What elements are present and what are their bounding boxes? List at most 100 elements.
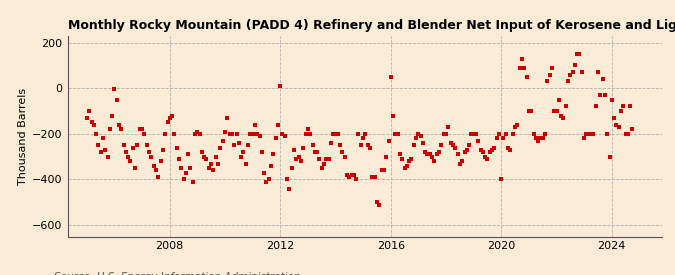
Point: [144, 150, 155, 154]
Point: [356, 143, 367, 147]
Point: [100, 148, 111, 152]
Point: [114, 123, 125, 127]
Point: [84, 109, 95, 113]
Point: [227, 132, 238, 136]
Point: [604, 155, 615, 159]
Point: [211, 155, 221, 159]
Point: [148, 164, 159, 168]
Point: [323, 157, 334, 161]
Point: [392, 132, 403, 136]
Point: [93, 143, 104, 147]
Point: [554, 97, 564, 102]
Point: [535, 136, 546, 141]
Point: [565, 72, 576, 77]
Point: [109, 87, 120, 92]
Point: [491, 136, 502, 141]
Point: [330, 132, 341, 136]
Point: [418, 141, 429, 145]
Point: [185, 166, 196, 170]
Point: [312, 150, 323, 154]
Point: [622, 132, 633, 136]
Point: [480, 155, 491, 159]
Point: [153, 175, 163, 179]
Point: [408, 143, 419, 147]
Point: [487, 148, 497, 152]
Point: [402, 164, 412, 168]
Point: [277, 132, 288, 136]
Point: [397, 157, 408, 161]
Point: [551, 109, 562, 113]
Point: [134, 127, 145, 131]
Point: [261, 180, 272, 184]
Point: [183, 152, 194, 156]
Point: [394, 152, 405, 156]
Point: [572, 52, 583, 56]
Point: [422, 152, 433, 156]
Point: [627, 127, 638, 131]
Point: [213, 161, 223, 166]
Point: [268, 152, 279, 156]
Point: [328, 132, 339, 136]
Point: [503, 145, 514, 150]
Point: [215, 145, 225, 150]
Point: [369, 175, 380, 179]
Point: [542, 79, 553, 84]
Point: [298, 145, 308, 150]
Point: [256, 150, 267, 154]
Point: [82, 116, 92, 120]
Point: [332, 132, 343, 136]
Point: [475, 148, 486, 152]
Point: [581, 132, 592, 136]
Point: [254, 134, 265, 138]
Point: [307, 143, 318, 147]
Point: [199, 155, 210, 159]
Point: [240, 161, 251, 166]
Point: [560, 104, 571, 109]
Point: [616, 109, 626, 113]
Point: [576, 70, 587, 75]
Point: [302, 127, 313, 131]
Point: [399, 166, 410, 170]
Point: [456, 159, 467, 163]
Point: [450, 145, 460, 150]
Point: [335, 143, 346, 147]
Point: [229, 143, 240, 147]
Point: [116, 127, 127, 131]
Point: [102, 155, 113, 159]
Point: [498, 136, 509, 141]
Point: [266, 164, 277, 168]
Point: [273, 123, 284, 127]
Point: [406, 157, 417, 161]
Point: [360, 132, 371, 136]
Point: [595, 93, 605, 97]
Point: [139, 132, 150, 136]
Point: [383, 139, 394, 143]
Point: [137, 127, 148, 131]
Point: [505, 148, 516, 152]
Point: [217, 139, 228, 143]
Point: [353, 132, 364, 136]
Point: [222, 116, 233, 120]
Point: [512, 123, 522, 127]
Point: [128, 145, 138, 150]
Point: [510, 125, 520, 129]
Point: [321, 157, 332, 161]
Point: [484, 150, 495, 154]
Point: [259, 170, 269, 175]
Point: [206, 161, 217, 166]
Point: [570, 63, 580, 68]
Point: [374, 202, 385, 207]
Point: [448, 143, 458, 147]
Point: [427, 155, 437, 159]
Point: [132, 143, 143, 147]
Point: [473, 139, 484, 143]
Point: [549, 109, 560, 113]
Point: [508, 132, 518, 136]
Point: [625, 104, 636, 109]
Point: [90, 132, 101, 136]
Point: [300, 132, 311, 136]
Point: [173, 157, 184, 161]
Point: [201, 157, 212, 161]
Point: [291, 157, 302, 161]
Point: [304, 132, 315, 136]
